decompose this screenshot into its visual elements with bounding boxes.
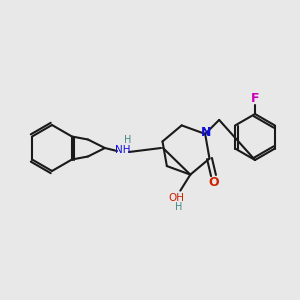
Text: H: H <box>124 135 132 145</box>
Text: F: F <box>251 92 259 104</box>
Text: NH: NH <box>115 145 131 155</box>
Text: N: N <box>201 126 211 140</box>
Text: O: O <box>208 176 219 189</box>
Text: OH: OH <box>168 193 184 202</box>
Text: H: H <box>175 202 182 212</box>
